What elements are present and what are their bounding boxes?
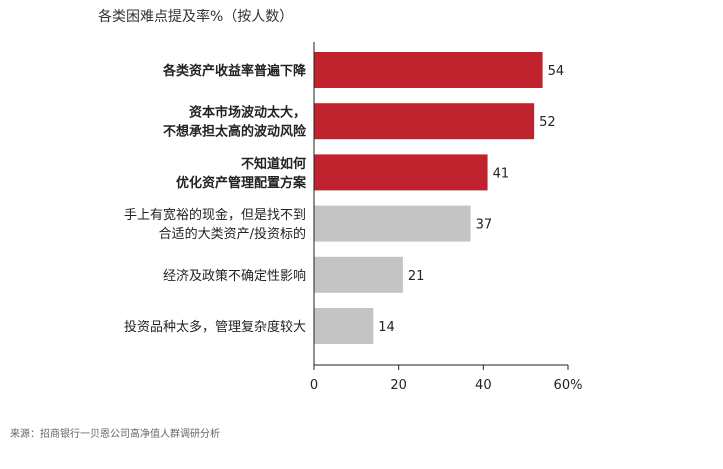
category-label: 不知道如何 [241,156,306,172]
category-label: 各类资产收益率普遍下降 [162,63,307,79]
bar [314,103,535,140]
value-label: 14 [378,320,395,335]
bar [314,205,471,242]
value-label: 21 [408,269,425,284]
bar [314,52,543,88]
category-label: 优化资产管理配置方案 [176,175,307,191]
value-label: 41 [493,166,510,181]
category-label: 不想承担太高的波动风险 [163,124,307,140]
value-label: 54 [548,64,565,79]
x-tick-label: 40 [475,378,492,393]
x-tick-label: 60% [554,378,583,393]
bar [314,256,403,293]
category-label: 投资品种太多，管理复杂度较大 [124,319,306,335]
category-label: 资本市场波动太大， [189,105,306,121]
category-label: 合适的大类资产/投资标的 [159,226,306,242]
chart-title: 各类困难点提及率%（按人数） [98,9,294,25]
source-note: 来源：招商银行一贝恩公司高净值人群调研分析 [10,429,220,440]
value-label: 37 [476,218,493,233]
bar [314,308,374,344]
x-tick-label: 0 [310,378,318,393]
x-tick-label: 20 [390,378,407,393]
value-label: 52 [539,115,556,130]
category-label: 手上有宽裕的现金，但是找不到 [124,207,306,223]
bar [314,154,488,191]
category-label: 经济及政策不确定性影响 [163,268,306,284]
